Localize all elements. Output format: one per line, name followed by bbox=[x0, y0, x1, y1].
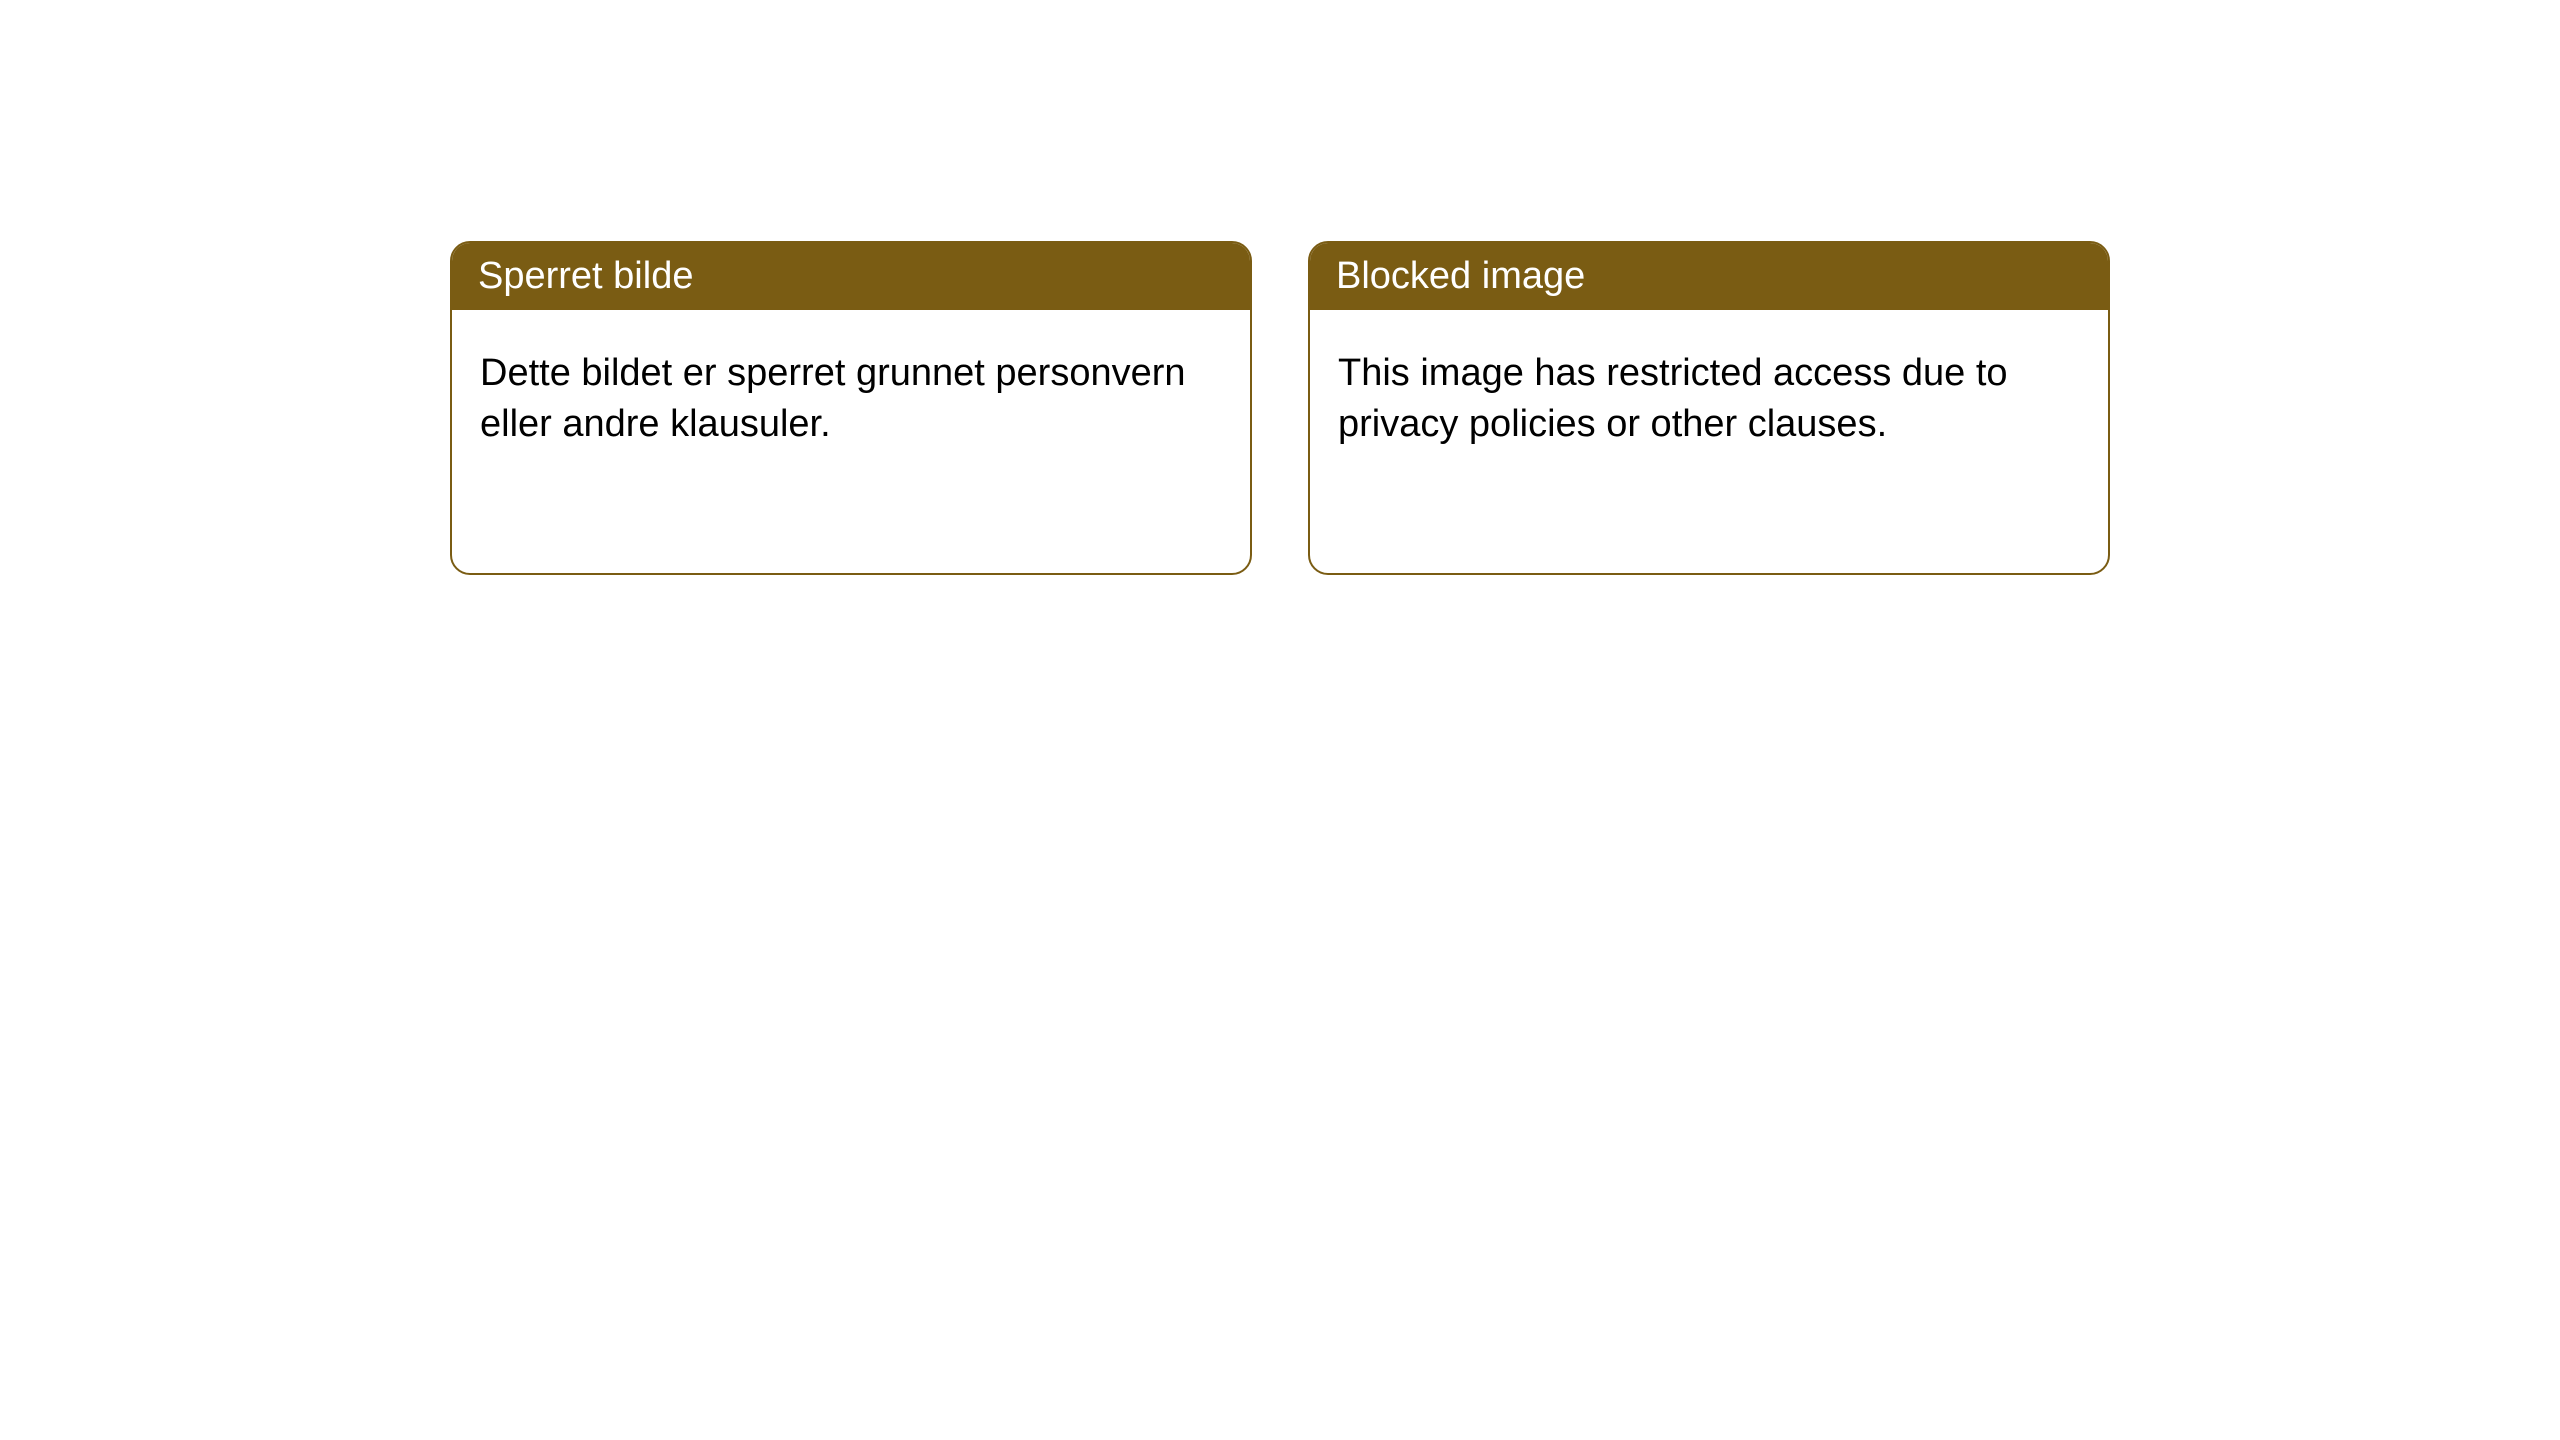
card-header: Sperret bilde bbox=[452, 243, 1250, 310]
card-body: This image has restricted access due to … bbox=[1310, 310, 2108, 489]
card-header: Blocked image bbox=[1310, 243, 2108, 310]
card-body: Dette bildet er sperret grunnet personve… bbox=[452, 310, 1250, 489]
notice-card-english: Blocked image This image has restricted … bbox=[1308, 241, 2110, 575]
notice-card-norwegian: Sperret bilde Dette bildet er sperret gr… bbox=[450, 241, 1252, 575]
notice-cards-container: Sperret bilde Dette bildet er sperret gr… bbox=[450, 241, 2110, 575]
